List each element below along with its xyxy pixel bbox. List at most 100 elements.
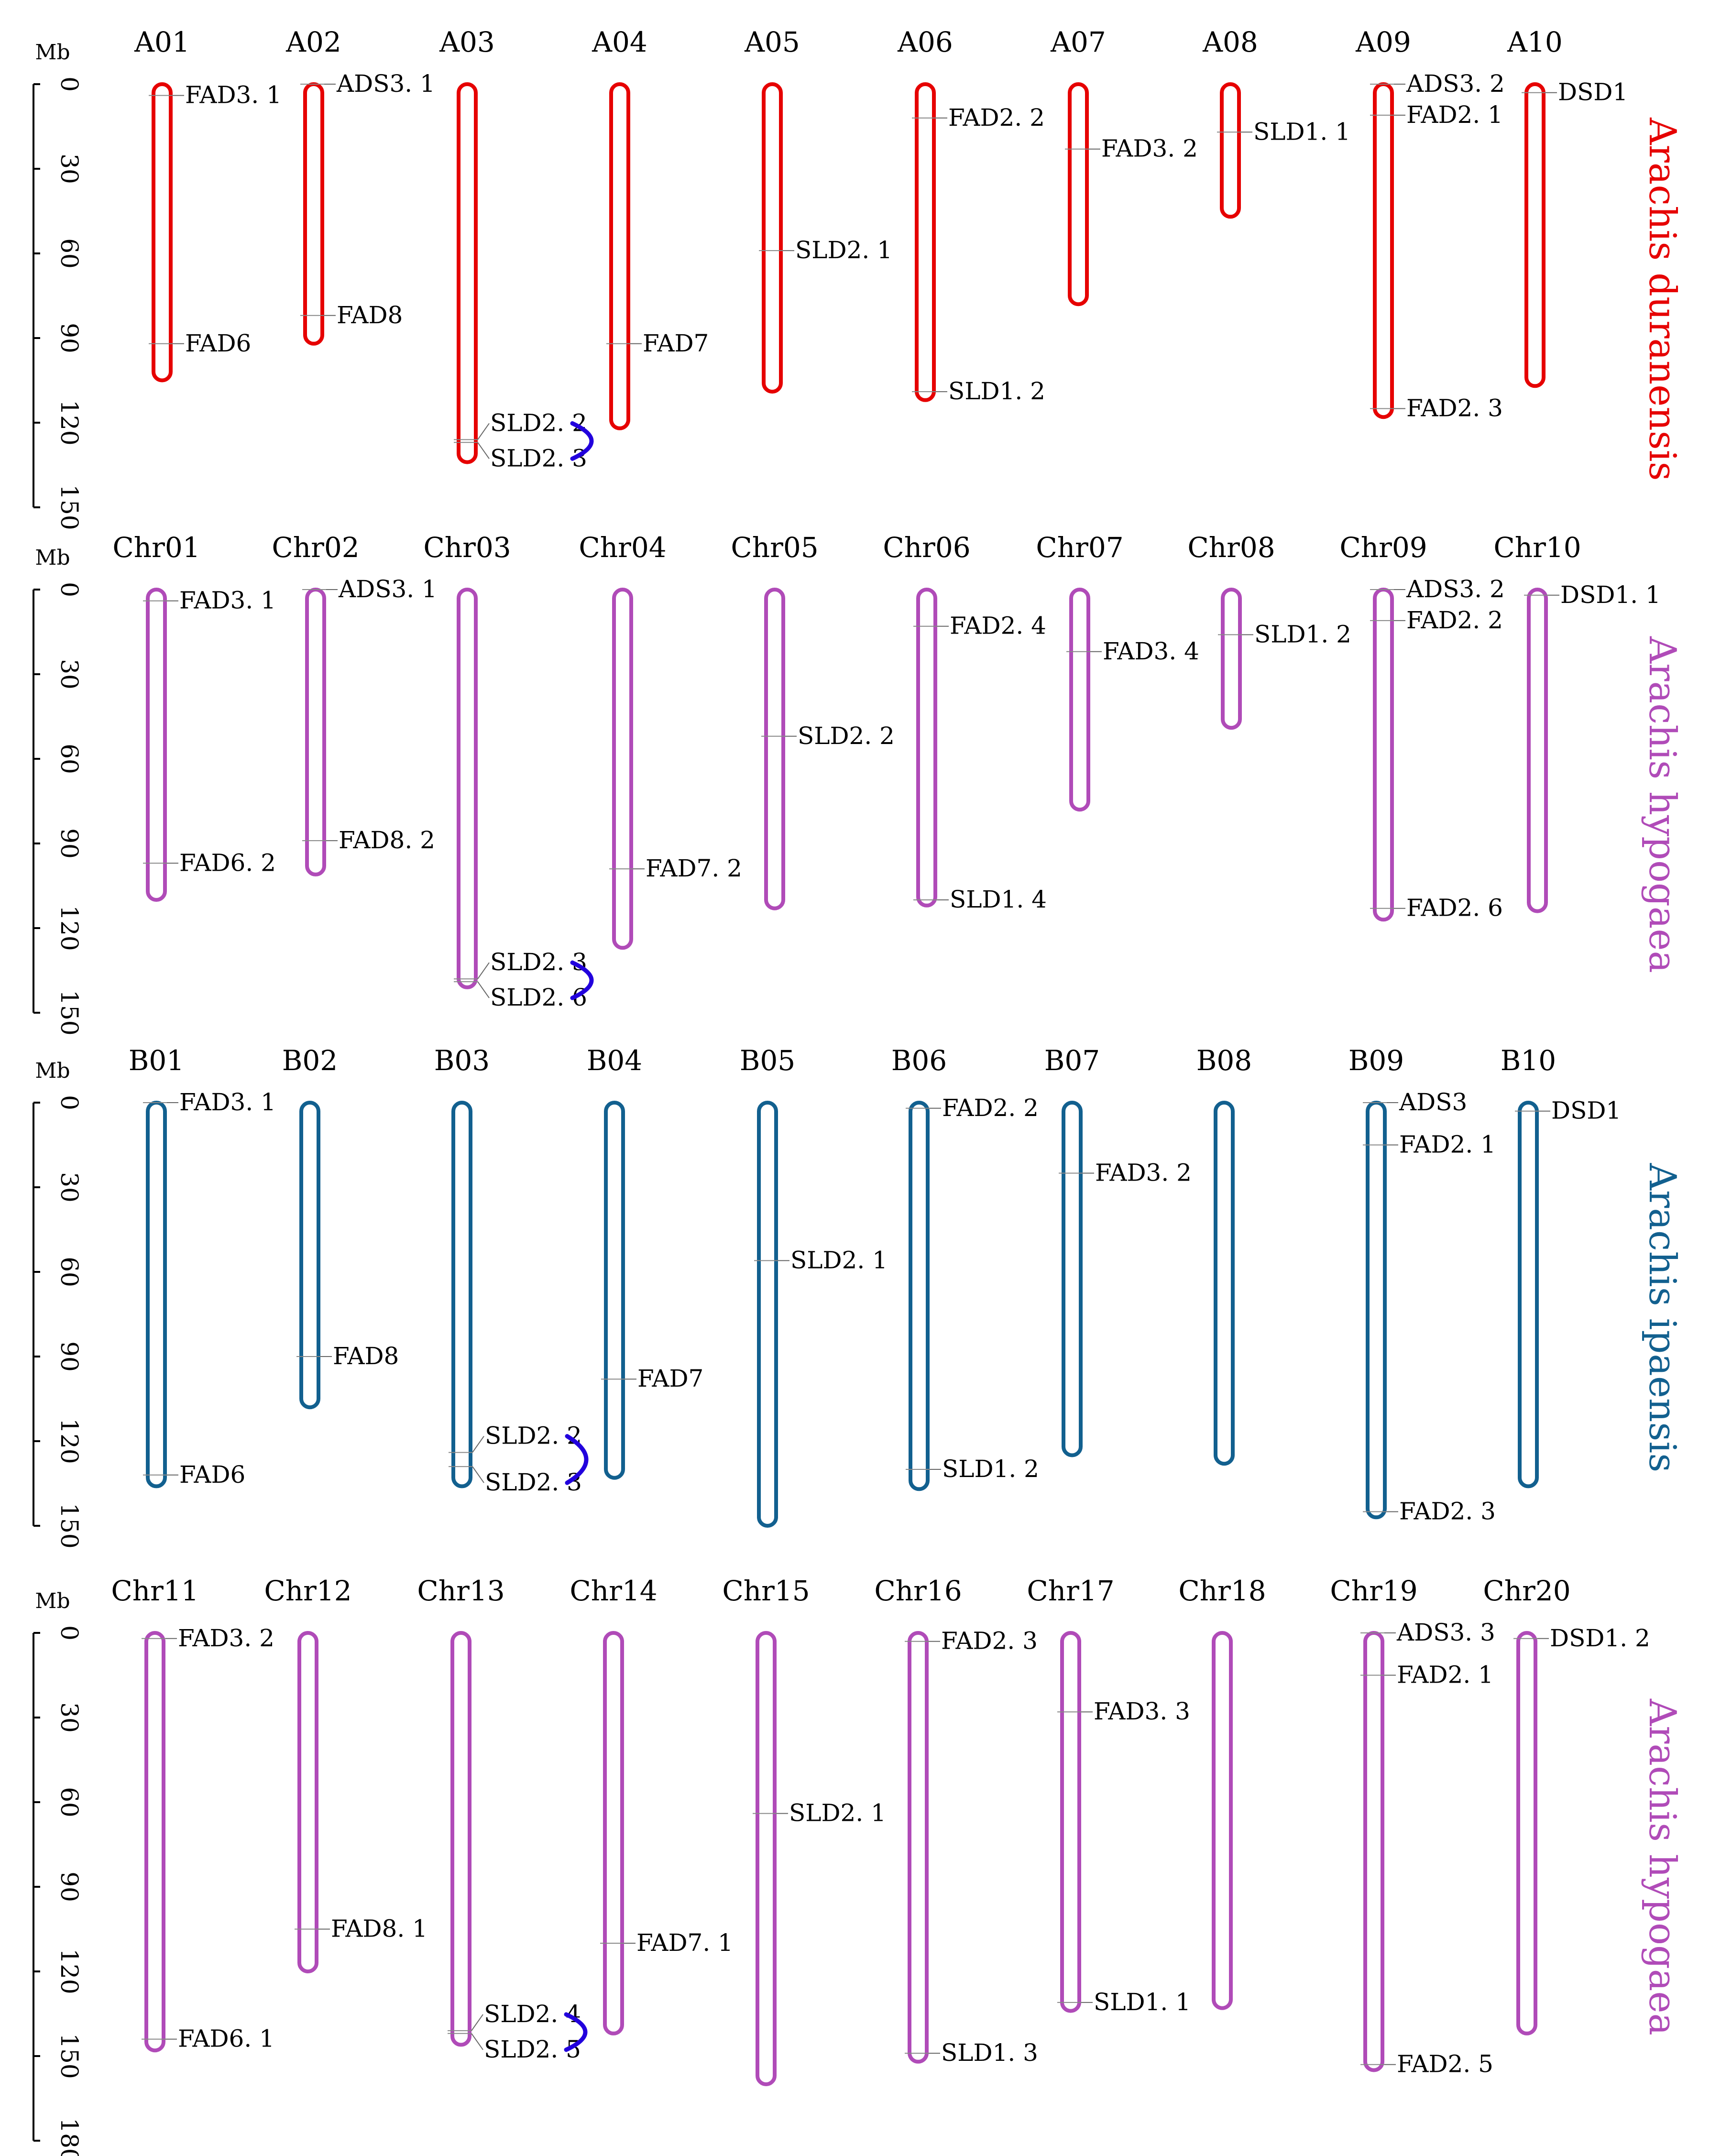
scale-tick-label: 180 xyxy=(55,2118,83,2156)
chromosome-bar xyxy=(764,588,785,910)
chromosome-label: Chr11 xyxy=(111,1575,198,1607)
chromosome-label: Chr02 xyxy=(272,531,359,564)
gene-label: SLD1. 3 xyxy=(941,2039,1038,2067)
chromosome-chr09: Chr09 ADS3. 2 FAD2. 2 FAD2. 6 xyxy=(1339,531,1504,922)
gene-label: ADS3. 3 xyxy=(1396,1619,1495,1646)
chromosome-bar xyxy=(1363,1631,1384,2072)
gene-label: SLD2. 2 xyxy=(798,722,895,750)
gene-label: FAD3. 2 xyxy=(1095,1159,1192,1187)
chromosome-label: A03 xyxy=(439,26,495,58)
chromosome-bar xyxy=(916,588,937,908)
chromosome-a07: A07 FAD3. 2 xyxy=(1050,26,1198,306)
chromosome-b09: B09 ADS3 FAD2. 1 FAD2. 3 xyxy=(1348,1044,1496,1525)
chromosome-label: A09 xyxy=(1355,26,1411,58)
chromosome-bar xyxy=(299,1101,320,1410)
scale-tick-label: 60 xyxy=(55,1257,83,1287)
chromosome-label: Chr16 xyxy=(874,1575,962,1607)
gene-label: FAD6. 1 xyxy=(178,2025,274,2053)
gene-label: ADS3. 1 xyxy=(338,575,437,603)
chromosome-bar xyxy=(908,1631,929,2064)
chromosome-bar xyxy=(450,1631,471,2047)
species-title: Arachis ipaensis xyxy=(1641,1163,1684,1473)
gene-label: DSD1. 2 xyxy=(1550,1624,1650,1652)
chromosome-label: B07 xyxy=(1044,1044,1100,1077)
chromosome-label: Chr05 xyxy=(731,531,818,564)
chromosome-label: Chr10 xyxy=(1493,531,1581,564)
gene-label: FAD6 xyxy=(179,1461,245,1488)
species-title: Arachis duranensis xyxy=(1641,117,1684,481)
chromosome-bar xyxy=(1068,82,1089,306)
chromosome-bar xyxy=(604,1101,625,1480)
gene-label: FAD7 xyxy=(643,329,709,357)
panel-4: Mb 0 30 60 90 120 150 180 Arachis hypogaea Chr11 F… xyxy=(33,1575,1684,2156)
gene-leader xyxy=(477,981,490,998)
chromosome-bar xyxy=(146,1101,167,1488)
species-title: Arachis hypogaea xyxy=(1641,636,1684,973)
chromosome-label: A01 xyxy=(134,26,190,58)
chromosome-chr06: Chr06 FAD2. 4 SLD1. 4 xyxy=(883,531,1047,913)
gene-label: FAD8. 2 xyxy=(339,826,435,854)
chromosome-label: B03 xyxy=(434,1044,490,1077)
chromosome-bar xyxy=(305,588,326,876)
scale-tick-label: 120 xyxy=(55,1418,83,1464)
scale-tick-label: 0 xyxy=(55,1095,83,1110)
gene-leader xyxy=(477,442,490,459)
gene-label: ADS3. 1 xyxy=(336,70,435,98)
chromosome-bar xyxy=(146,588,167,902)
scale-tick-label: 60 xyxy=(55,1787,83,1817)
scale-tick-label: 0 xyxy=(55,1625,83,1641)
gene-leader xyxy=(471,2033,483,2050)
gene-label: FAD2. 3 xyxy=(1406,394,1503,422)
gene-label: FAD3. 1 xyxy=(179,587,276,614)
gene-label: FAD8. 1 xyxy=(331,1915,428,1943)
chromosome-a02: A02 ADS3. 1 FAD8 xyxy=(285,26,435,346)
scale-tick-label: 30 xyxy=(55,659,83,689)
chromosome-bar xyxy=(457,588,478,989)
scale-tick-label: 120 xyxy=(55,400,83,445)
chromosome-b06: B06 FAD2. 2 SLD1. 2 xyxy=(891,1044,1039,1491)
chromosome-label: Chr19 xyxy=(1330,1575,1417,1607)
gene-label: FAD6. 2 xyxy=(179,849,276,876)
gene-label: SLD2. 1 xyxy=(789,1799,886,1827)
gene-label: ADS3. 2 xyxy=(1406,70,1505,98)
gene-label: DSD1 xyxy=(1558,78,1628,106)
chromosome-label: Chr07 xyxy=(1036,531,1123,564)
chromosome-label: Chr14 xyxy=(570,1575,657,1607)
gene-label: FAD6 xyxy=(185,329,251,357)
gene-label: ADS3 xyxy=(1399,1088,1467,1116)
chromosome-bar xyxy=(152,82,173,383)
chromosome-label: Chr09 xyxy=(1339,531,1427,564)
chromosome-label: A10 xyxy=(1507,26,1563,58)
chromosome-bar xyxy=(303,82,324,346)
gene-label: FAD2. 4 xyxy=(950,612,1046,640)
chromosome-b10: B10 DSD1 xyxy=(1501,1044,1621,1488)
chromosome-label: Chr13 xyxy=(417,1575,504,1607)
chromosome-label: Chr18 xyxy=(1178,1575,1266,1607)
gene-label: SLD1. 1 xyxy=(1094,1988,1191,2016)
chromosome-bar xyxy=(1062,1101,1083,1457)
chromosome-a09: A09 ADS3. 2 FAD2. 1 FAD2. 3 xyxy=(1355,26,1505,422)
scale-tick-label: 60 xyxy=(55,238,83,269)
chromosome-a10: A10 DSD1 xyxy=(1507,26,1628,388)
chromosome-bar xyxy=(756,1631,777,2086)
chromosome-label: B02 xyxy=(282,1044,338,1077)
chromosome-a05: A05 SLD2. 1 xyxy=(744,26,892,394)
chromosome-bar xyxy=(1220,82,1241,219)
scale-tick-label: 30 xyxy=(55,1702,83,1733)
scale-tick-label: 150 xyxy=(55,484,83,530)
chromosome-label: Chr06 xyxy=(883,531,970,564)
gene-label: ADS3. 2 xyxy=(1406,575,1505,603)
gene-label: SLD1. 1 xyxy=(1253,118,1350,145)
chromosome-chr01: Chr01 FAD3. 1 FAD6. 2 xyxy=(112,531,276,902)
scale-tick-label: 150 xyxy=(55,2033,83,2079)
scale-unit-label: Mb xyxy=(35,1059,70,1083)
chromosome-chr19: Chr19 ADS3. 3 FAD2. 1 FAD2. 5 xyxy=(1330,1575,1495,2078)
chromosome-bar xyxy=(1524,82,1546,388)
duplication-link xyxy=(565,1434,589,1485)
duplication-link xyxy=(564,2012,588,2052)
chromosome-bar xyxy=(144,1631,165,2053)
chromosome-bar xyxy=(1069,588,1090,812)
gene-label: FAD2. 2 xyxy=(948,104,1045,131)
